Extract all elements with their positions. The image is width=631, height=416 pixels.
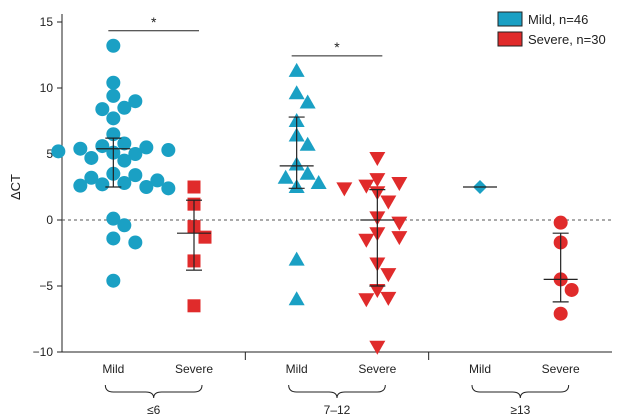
data-point [117,100,132,115]
data-point [391,216,408,231]
data-point [161,181,176,196]
data-point [369,340,386,355]
x-group-label: ≤6 [147,403,161,416]
data-point [358,179,375,194]
data-point [117,176,132,191]
legend: Mild, n=46 Severe, n=30 [497,11,606,47]
data-point [106,88,121,103]
legend-label: Mild, n=46 [528,12,588,27]
data-point [288,85,305,100]
data-point [553,306,568,321]
data-point [95,177,110,192]
x-subgroup-label: Severe [175,362,213,376]
data-point [369,173,386,188]
data-point [299,165,316,180]
data-point [117,136,132,151]
data-point [106,211,121,226]
data-point [106,111,121,126]
group-brace [288,384,386,399]
y-axis-title: ΔCT [8,174,23,200]
data-points [51,38,579,355]
data-point [73,141,88,156]
data-point [564,282,579,297]
data-point [310,175,327,190]
group-brace [471,384,570,399]
data-point [139,140,154,155]
data-point [187,299,201,313]
data-point [380,268,397,283]
legend-label: Severe, n=30 [528,32,606,47]
legend-swatch [497,31,523,47]
x-subgroup-label: Severe [542,362,580,376]
data-point [95,139,110,154]
x-subgroup-label: Mild [102,362,124,376]
x-subgroup-label: Mild [286,362,308,376]
y-tick-label: −10 [33,345,54,359]
data-point [128,168,143,183]
data-point [553,215,568,230]
data-point [336,182,353,197]
error-bars [96,116,578,303]
axes: −10 −5 0 5 10 15 ΔCT [8,14,612,359]
data-point [51,144,66,159]
data-point [198,230,212,244]
data-point [84,170,99,185]
data-point [117,218,132,233]
group-brace [104,384,203,399]
x-group-labels: Mild Severe ≤6 Mild Severe 7–12 Mild Severe ≥13 [102,352,580,416]
significance-brackets: ** [108,14,383,57]
data-point [161,143,176,158]
data-point [106,273,121,288]
data-point [150,173,165,188]
data-point [299,94,316,109]
data-point [128,147,143,161]
data-point [391,231,408,246]
data-point [288,291,305,306]
significance-label: * [334,39,340,55]
x-group-label: 7–12 [324,403,351,416]
data-point [277,169,294,184]
data-point [288,251,305,266]
data-point [187,180,201,194]
data-point [106,231,121,246]
data-point [106,75,121,90]
data-point [380,195,397,210]
significance-label: * [151,14,157,30]
data-point [95,102,110,117]
data-point [299,136,316,151]
x-group-label: ≥13 [510,403,530,416]
y-tick-label: −5 [39,279,53,293]
data-point [128,235,143,250]
data-point [358,293,375,308]
data-point [117,153,132,168]
data-point [369,151,386,166]
data-point [391,177,408,192]
data-point [380,291,397,306]
x-subgroup-label: Severe [358,362,396,376]
data-point [358,233,375,248]
y-tick-label: 15 [40,15,54,29]
data-point [369,283,386,298]
data-point [84,150,99,165]
y-tick-label: 5 [46,147,53,161]
data-point [106,38,121,53]
x-subgroup-label: Mild [469,362,491,376]
data-point [73,178,88,193]
data-point [288,62,305,77]
y-tick-label: 10 [40,81,54,95]
data-point [128,94,143,109]
y-tick-label: 0 [46,213,53,227]
legend-swatch [497,11,523,27]
data-point [139,180,154,194]
